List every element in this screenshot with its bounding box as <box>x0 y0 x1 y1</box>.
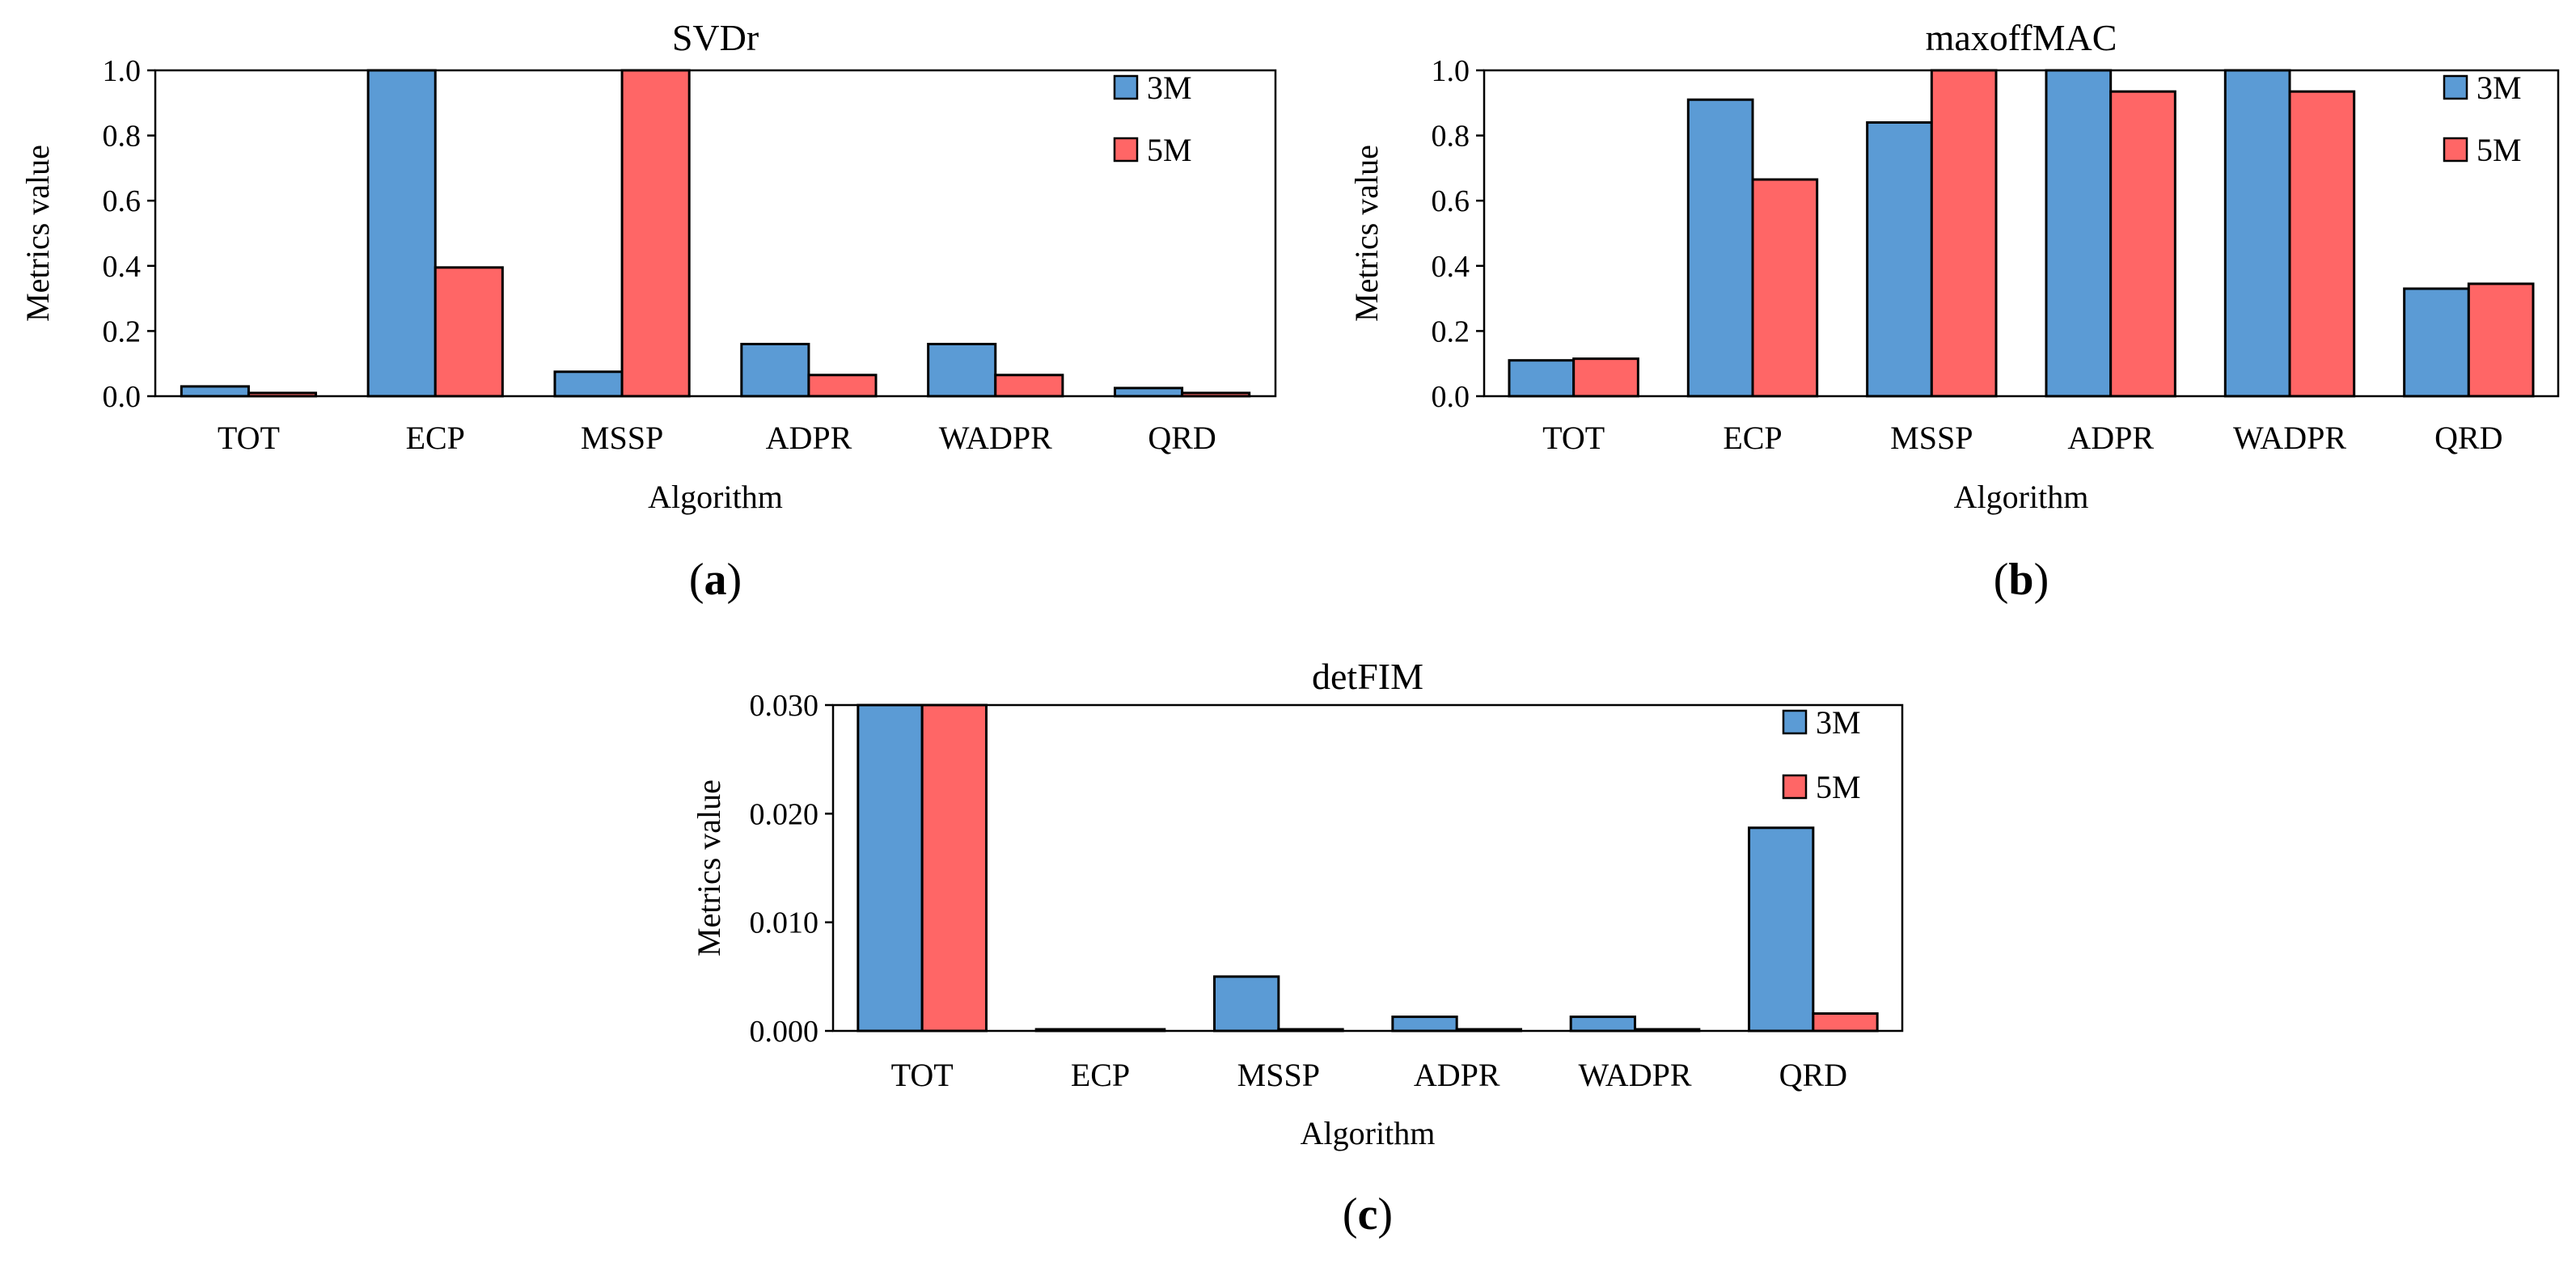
plot-area <box>1483 69 2560 398</box>
y-tick-label: 0.0 <box>103 380 142 414</box>
x-tick-label: QRD <box>1779 1057 1847 1093</box>
x-axis-label: Algorithm <box>648 479 783 515</box>
legend-swatch-5M <box>1113 137 1139 163</box>
bar-5M-MSSP <box>1930 69 1998 398</box>
y-tick-label: 0.0 <box>1432 380 1470 414</box>
x-tick-label: MSSP <box>1237 1057 1320 1093</box>
y-tick-label: 1.0 <box>1432 54 1470 88</box>
legend-swatch-3M <box>1782 709 1808 735</box>
bar-5M-TOT <box>1572 357 1639 398</box>
x-tick-label: WADPR <box>939 420 1052 456</box>
y-tick-label: 0.000 <box>750 1015 819 1049</box>
chart-title: maxoffMAC <box>1926 17 2117 58</box>
bar-3M-ADPR <box>2045 69 2113 398</box>
chart-c: detFIM TOT ECP MSSP ADPR WADPR QRD 0.000 0.010 0.… <box>691 656 1904 1240</box>
y-tick-label: 1.0 <box>103 54 142 88</box>
legend-swatch-5M <box>2443 137 2468 163</box>
x-tick-label: TOT <box>1542 420 1605 456</box>
panel-label: (b) <box>1994 555 2049 605</box>
chart-title: detFIM <box>1312 656 1423 697</box>
x-tick-label: ADPR <box>1414 1057 1500 1093</box>
bar-3M-ADPR <box>740 343 810 398</box>
bar-3M-MSSP <box>1213 975 1280 1033</box>
y-axis-label: Metrics value <box>1348 145 1385 322</box>
bar-3M-ECP <box>1686 98 1754 398</box>
bar-3M-MSSP <box>553 370 624 398</box>
bar-3M-MSSP <box>1866 120 1933 398</box>
legend-swatch-5M <box>1782 774 1808 800</box>
y-tick-label: 0.2 <box>1432 315 1470 348</box>
y-tick-label: 0.030 <box>750 689 819 723</box>
chart-a: SVDr TOT ECP MSSP ADPR WADPR QRD 0.0 0.2 0.4 0.6 0.… <box>19 17 1277 605</box>
bar-3M-QRD <box>1113 386 1184 398</box>
x-axis-label: Algorithm <box>1301 1115 1436 1151</box>
bar-5M-QRD <box>1812 1012 1879 1033</box>
bar-5M-WADPR <box>994 374 1064 398</box>
bar-5M-ADPR <box>2109 90 2176 398</box>
y-tick-label: 0.8 <box>1432 120 1470 154</box>
legend: 3M 5M <box>1782 704 1861 805</box>
x-tick-label: WADPR <box>1578 1057 1691 1093</box>
bar-5M-MSSP <box>620 69 691 398</box>
legend-label-3M: 3M <box>1147 70 1192 106</box>
x-tick-label: QRD <box>2434 420 2502 456</box>
bar-3M-TOT <box>180 385 250 398</box>
legend-label-3M: 3M <box>2477 70 2522 106</box>
x-tick-label: ECP <box>406 420 465 456</box>
x-tick-label: TOT <box>891 1057 954 1093</box>
bar-5M-QRD <box>2467 282 2535 398</box>
bar-3M-TOT <box>857 703 924 1033</box>
y-tick-label: 0.6 <box>103 184 142 218</box>
legend-label-5M: 5M <box>2477 132 2522 168</box>
x-tick-label: QRD <box>1148 420 1216 456</box>
chart-b: maxoffMAC TOT ECP MSSP ADPR WADPR QRD 0.0 0.2 0.4… <box>1348 17 2560 605</box>
legend-label-5M: 5M <box>1147 132 1192 168</box>
y-tick-label: 0.2 <box>103 315 142 348</box>
legend-swatch-3M <box>2443 74 2468 100</box>
bar-5M-ECP <box>434 266 504 398</box>
x-tick-label: ADPR <box>2067 420 2154 456</box>
bar-3M-ECP <box>366 69 437 398</box>
bar-3M-WADPR <box>2223 69 2291 398</box>
bar-5M-ECP <box>1751 178 1819 398</box>
legend-label-5M: 5M <box>1816 769 1861 805</box>
x-tick-label: MSSP <box>581 420 663 456</box>
x-tick-label: ECP <box>1723 420 1782 456</box>
legend: 3M 5M <box>1113 70 1192 168</box>
bar-3M-WADPR <box>1569 1016 1637 1033</box>
bar-5M-WADPR <box>2288 90 2356 398</box>
legend-label-3M: 3M <box>1816 704 1861 741</box>
y-tick-label: 0.010 <box>750 906 819 940</box>
legend-swatch-3M <box>1113 74 1139 100</box>
y-tick-label: 0.8 <box>103 120 142 154</box>
y-tick-label: 0.4 <box>103 250 142 284</box>
legend: 3M 5M <box>2443 70 2522 168</box>
x-tick-label: ECP <box>1071 1057 1130 1093</box>
bar-5M-ADPR <box>807 374 878 398</box>
bar-3M-WADPR <box>927 343 997 398</box>
x-tick-label: TOT <box>218 420 280 456</box>
bar-3M-QRD <box>1748 826 1815 1033</box>
bar-5M-TOT <box>920 703 988 1033</box>
bar-3M-QRD <box>2403 287 2470 398</box>
y-axis-label: Metrics value <box>691 779 727 957</box>
panel-label: (c) <box>1343 1189 1393 1240</box>
x-tick-label: WADPR <box>2233 420 2346 456</box>
x-tick-label: ADPR <box>766 420 852 456</box>
x-tick-label: MSSP <box>1890 420 1973 456</box>
y-tick-label: 0.4 <box>1432 250 1470 284</box>
y-axis-label: Metrics value <box>19 145 56 322</box>
bar-3M-ADPR <box>1391 1016 1458 1033</box>
plot-area <box>831 703 1904 1033</box>
bar-3M-TOT <box>1508 359 1576 398</box>
chart-title: SVDr <box>672 17 759 58</box>
x-axis-label: Algorithm <box>1954 479 2089 515</box>
plot-area <box>154 69 1277 398</box>
panel-label: (a) <box>689 555 742 605</box>
y-tick-label: 0.6 <box>1432 184 1470 218</box>
y-tick-label: 0.020 <box>750 797 819 831</box>
